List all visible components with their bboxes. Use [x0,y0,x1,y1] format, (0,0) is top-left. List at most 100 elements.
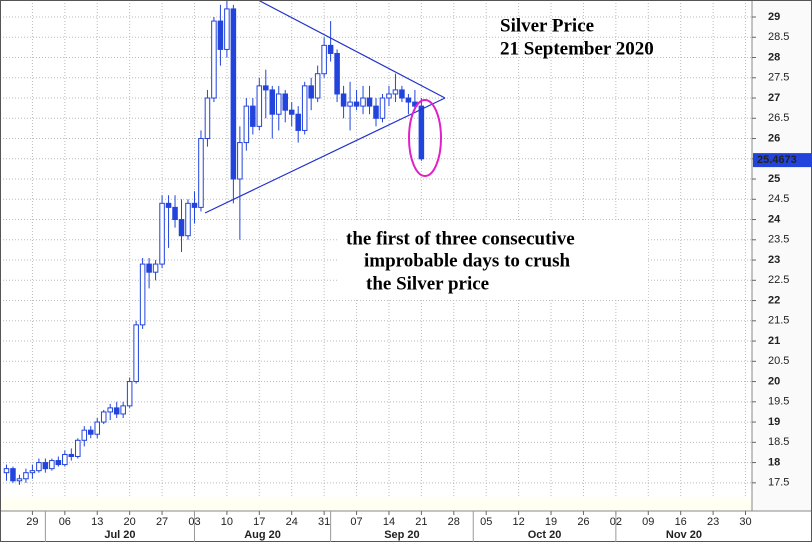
y-tick-label: 27.5 [768,72,789,84]
candle-body [386,93,392,99]
y-tick-label: 18.5 [768,436,789,448]
candle-body [224,8,230,50]
candle-body [211,20,217,99]
plot-footer-band [0,497,752,511]
y-tick-label: 23 [768,254,780,266]
annotation-line: the Silver price [366,273,489,294]
y-tick-label: 23.5 [768,234,789,246]
x-tick-label: 27 [156,516,168,528]
candle-body [204,97,211,140]
y-tick-label: 19.5 [768,396,789,408]
candle-body [49,460,55,470]
y-tick-label: 21.5 [768,315,789,327]
candles [3,0,425,485]
x-tick-label: 29 [26,516,38,528]
x-tick-label: 17 [253,516,265,528]
y-tick-label: 27 [768,92,780,104]
candle-body [379,97,386,119]
candle-body [340,93,347,107]
x-tick-label: 06 [59,516,71,528]
candle-body [107,407,113,413]
candle-body [250,105,256,127]
triangle-lower [204,97,446,214]
candle-body [29,470,36,474]
month-label: Oct 20 [528,529,562,541]
x-tick-label: 31 [318,516,330,528]
x-tick-label: 24 [286,516,298,528]
candle-body [314,73,321,99]
x-tick-label: 13 [91,516,103,528]
x-tick-label: 20 [124,516,136,528]
x-tick-label: 26 [577,516,589,528]
candle-body [16,478,23,482]
candle-body [23,472,29,480]
month-label: Nov 20 [666,529,702,541]
y-tick-label: 28 [768,51,780,63]
candle-body [191,202,198,208]
y-tick-label: 24 [768,213,781,225]
candle-body [399,89,405,99]
highlight-ellipse [408,99,442,177]
month-label: Jul 20 [104,529,135,541]
candle-body [217,20,224,50]
chart-title: Silver Price [500,15,594,36]
candle-body [288,109,295,115]
candle-body [178,219,185,237]
candle-body [152,263,159,273]
candle-body [360,97,366,107]
candle-body [81,429,88,441]
x-tick-label: 09 [642,516,654,528]
last-price-label: 25.4673 [757,154,797,166]
x-tick-label: 28 [448,516,460,528]
y-tick-label: 17.5 [768,477,789,489]
candle-body [120,405,126,415]
x-tick-label: 14 [383,516,395,528]
annotation-line: the first of three consecutive [346,228,575,249]
y-tick-label: 20 [768,375,780,387]
candle-body [165,202,172,208]
candle-body [366,97,373,107]
candle-body [87,429,94,435]
x-tick-label: 30 [739,516,751,528]
month-label: Sep 20 [384,529,419,541]
y-tick-label: 24.5 [768,193,789,205]
candle-body [159,202,165,265]
candle-body [62,453,68,466]
candle-body [334,52,340,95]
triangle-upper [257,0,446,99]
y-tick-label: 18 [768,456,780,468]
candle-body [68,453,75,457]
candle-body [237,142,243,180]
candle-body [185,202,191,237]
chart-subtitle: 21 September 2020 [500,38,654,59]
candle-body [75,439,81,457]
candle-body [172,206,178,221]
y-axis-area [752,0,812,511]
x-tick-label: 12 [512,516,524,528]
x-tick-label: 19 [545,516,557,528]
y-tick-label: 21 [768,335,780,347]
x-tick-label: 23 [707,516,719,528]
candle-body [133,324,139,383]
candle-body [347,101,353,107]
candle-body [392,89,399,95]
candle-body [295,113,301,131]
x-tick-label: 10 [221,516,233,528]
y-tick-label: 22.5 [768,274,789,286]
x-tick-label: 05 [480,516,492,528]
candle-body [10,468,16,482]
x-tick-label: 16 [675,516,687,528]
y-tick-label: 26 [768,132,780,144]
candle-body [263,85,269,91]
candle-body [256,85,263,127]
y-tick-label: 28.5 [768,31,789,43]
candle-body [243,105,250,144]
y-tick-label: 26.5 [768,112,789,124]
y-tick-label: 29 [768,11,780,23]
candle-body [36,462,42,472]
candle-body [146,263,152,273]
month-label: Aug 20 [244,529,281,541]
last-price-box [753,153,812,168]
